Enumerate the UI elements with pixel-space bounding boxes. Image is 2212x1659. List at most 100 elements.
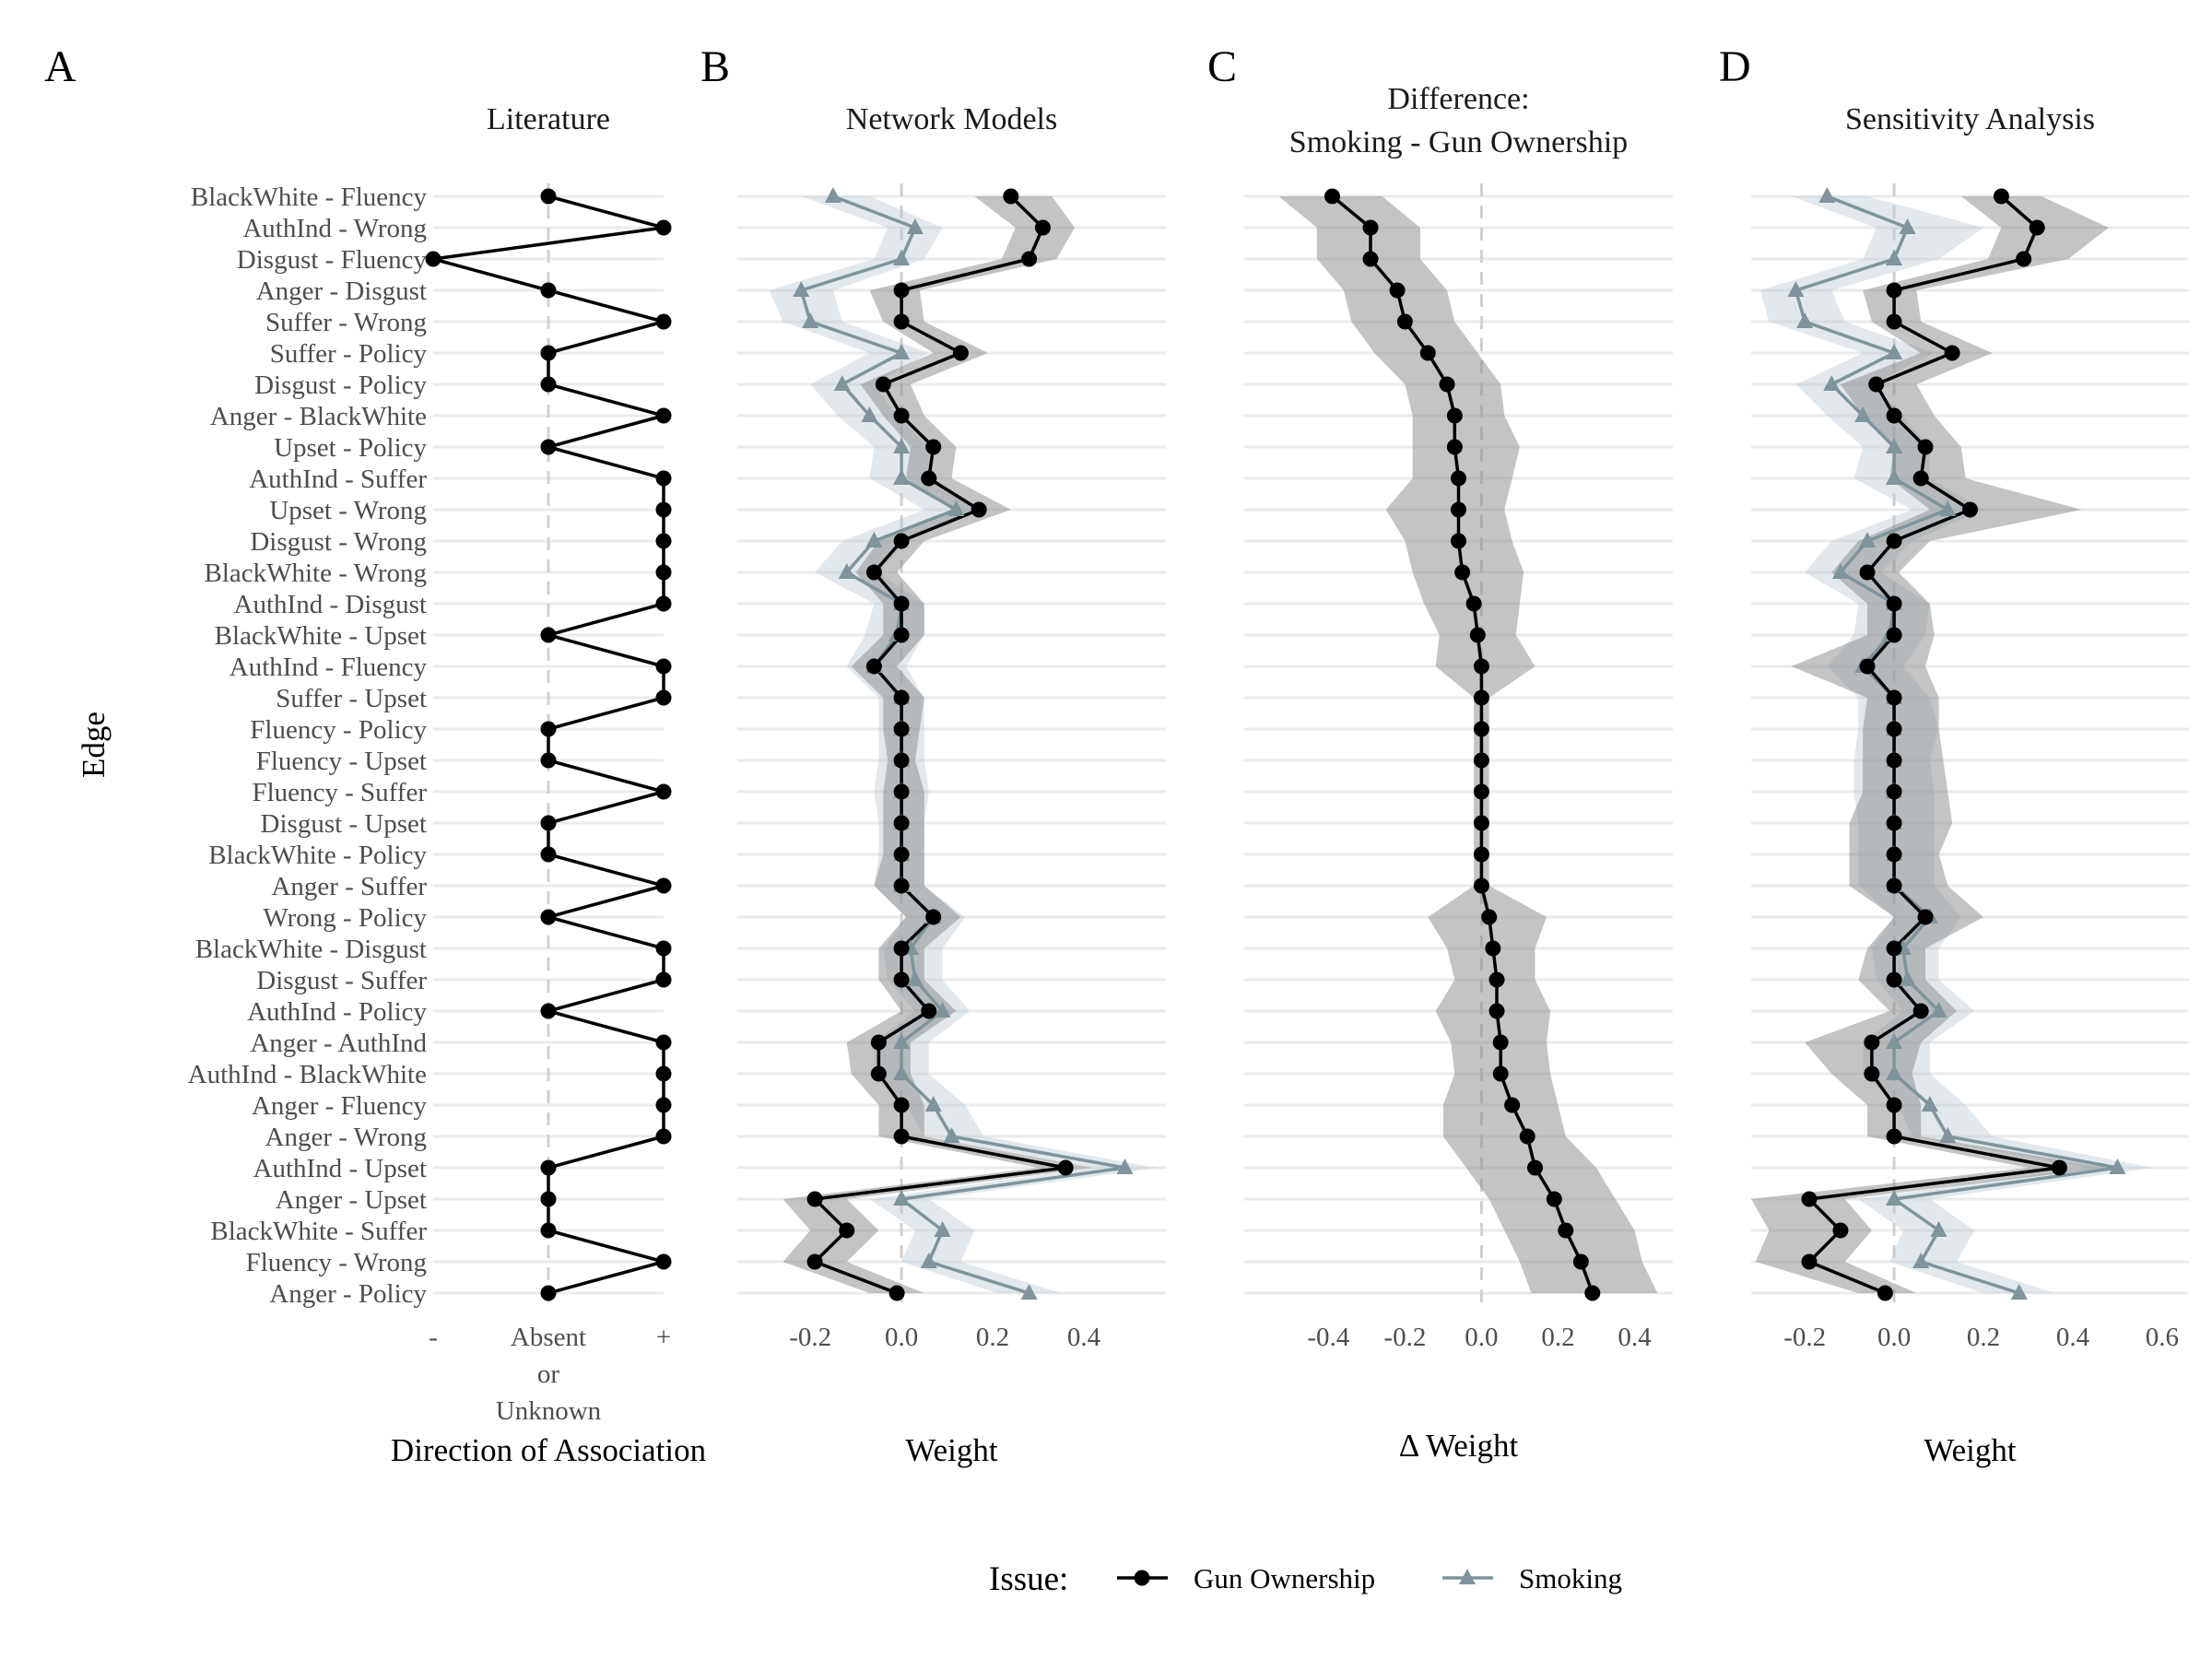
panel-letter: C [1207,42,1237,91]
data-point [1446,407,1463,424]
y-tick-label: Disgust - Fluency [237,245,428,275]
y-tick-label: BlackWhite - Fluency [191,182,428,212]
data-point [1886,469,1903,485]
data-point [893,1033,911,1049]
confidence-band [1751,196,2109,1293]
data-point [1473,658,1489,675]
data-point [934,1221,951,1237]
data-point [1886,344,1903,359]
data-point [1519,1128,1535,1145]
data-point [893,815,910,831]
x-tick-label: 0.6 [2146,1323,2179,1352]
data-point [906,218,924,234]
data-point [1886,1128,1902,1145]
data-point [870,1034,887,1051]
y-tick-label: Anger - Fluency [252,1091,428,1121]
data-point [1454,564,1471,581]
data-point [540,752,557,769]
data-point [1886,1190,1903,1206]
legend-item-label: Smoking [1519,1562,1622,1594]
x-tick-label: -0.2 [1783,1323,1826,1352]
y-tick-label: Fluency - Wrong [246,1248,427,1277]
y-tick-label: Suffer - Upset [276,684,427,713]
data-point [2010,1284,2028,1300]
data-point [1362,219,1379,236]
panel-title: Difference: [1387,82,1529,116]
y-tick-label: Upset - Policy [274,433,427,463]
data-point [893,595,910,612]
data-point [1389,282,1406,299]
data-point [893,971,910,988]
data-point [1939,500,1957,516]
data-point [1886,533,1902,549]
data-point [540,1003,557,1019]
data-point [540,909,557,925]
data-point [1886,627,1902,643]
data-point [655,564,672,581]
data-point [838,563,855,579]
data-point [655,407,672,424]
data-point [893,438,911,453]
data-point [1473,752,1489,769]
x-tick-label: Absent [511,1323,586,1352]
y-tick-label: BlackWhite - Suffer [210,1217,427,1246]
data-point [1886,752,1902,769]
data-point [655,971,672,988]
data-point [1469,627,1486,643]
x-axis-title: Direction of Association [391,1432,706,1468]
data-point [1796,312,1814,328]
data-point [1396,313,1413,330]
y-tick-label: Suffer - Policy [270,339,428,369]
data-point [1439,376,1455,393]
data-point [893,627,910,643]
data-point [1801,1253,1818,1270]
data-point [1492,1034,1509,1051]
y-tick-label: Disgust - Policy [254,371,427,400]
data-point [540,188,557,205]
data-point [893,344,911,359]
data-point [1912,1003,1929,1019]
y-tick-label: Upset - Wrong [269,496,427,525]
data-point [1859,532,1877,547]
data-point [1558,1222,1574,1239]
data-point [1886,1097,1902,1113]
x-tick-label: 0.4 [2056,1323,2090,1352]
data-point [1504,1097,1521,1113]
data-point [893,689,910,706]
data-point [2051,1159,2067,1176]
data-point [1021,251,1038,267]
x-tick-label: 0.2 [1967,1323,2000,1352]
x-tick-label: - [429,1323,438,1352]
legend-item-label: Gun Ownership [1194,1562,1375,1594]
data-point [1944,345,1960,361]
data-point [893,1128,910,1145]
y-tick-label: Anger - Disgust [256,276,427,306]
data-point [1886,407,1902,424]
data-point [1057,1159,1074,1176]
data-point [1899,971,1916,986]
data-point [893,282,910,299]
data-point [888,1285,905,1301]
data-point [1034,219,1051,236]
data-point [1818,187,1836,203]
data-point [1868,376,1885,393]
data-point [924,1096,942,1112]
data-point [655,940,672,957]
data-point [1886,846,1902,863]
x-tick-label: 0.2 [1541,1323,1574,1352]
y-tick-label: BlackWhite - Disgust [195,935,427,964]
panel-title: Literature [487,102,610,136]
legend-title: Issue: [989,1560,1068,1598]
data-point [1324,188,1340,205]
data-point [655,689,672,706]
data-point [1886,250,1903,265]
data-point [425,251,441,267]
y-tick-label: Disgust - Upset [261,809,427,839]
y-tick-label: AuthInd - Fluency [229,653,428,682]
data-point [1787,281,1805,297]
x-axis-title: Δ Weight [1399,1428,1519,1464]
panel-title: Network Models [846,102,1057,136]
data-point [1451,501,1466,518]
data-point [655,1097,672,1113]
y-tick-label: Disgust - Suffer [256,966,427,995]
